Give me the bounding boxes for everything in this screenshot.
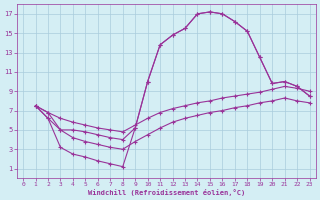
X-axis label: Windchill (Refroidissement éolien,°C): Windchill (Refroidissement éolien,°C) — [88, 189, 245, 196]
